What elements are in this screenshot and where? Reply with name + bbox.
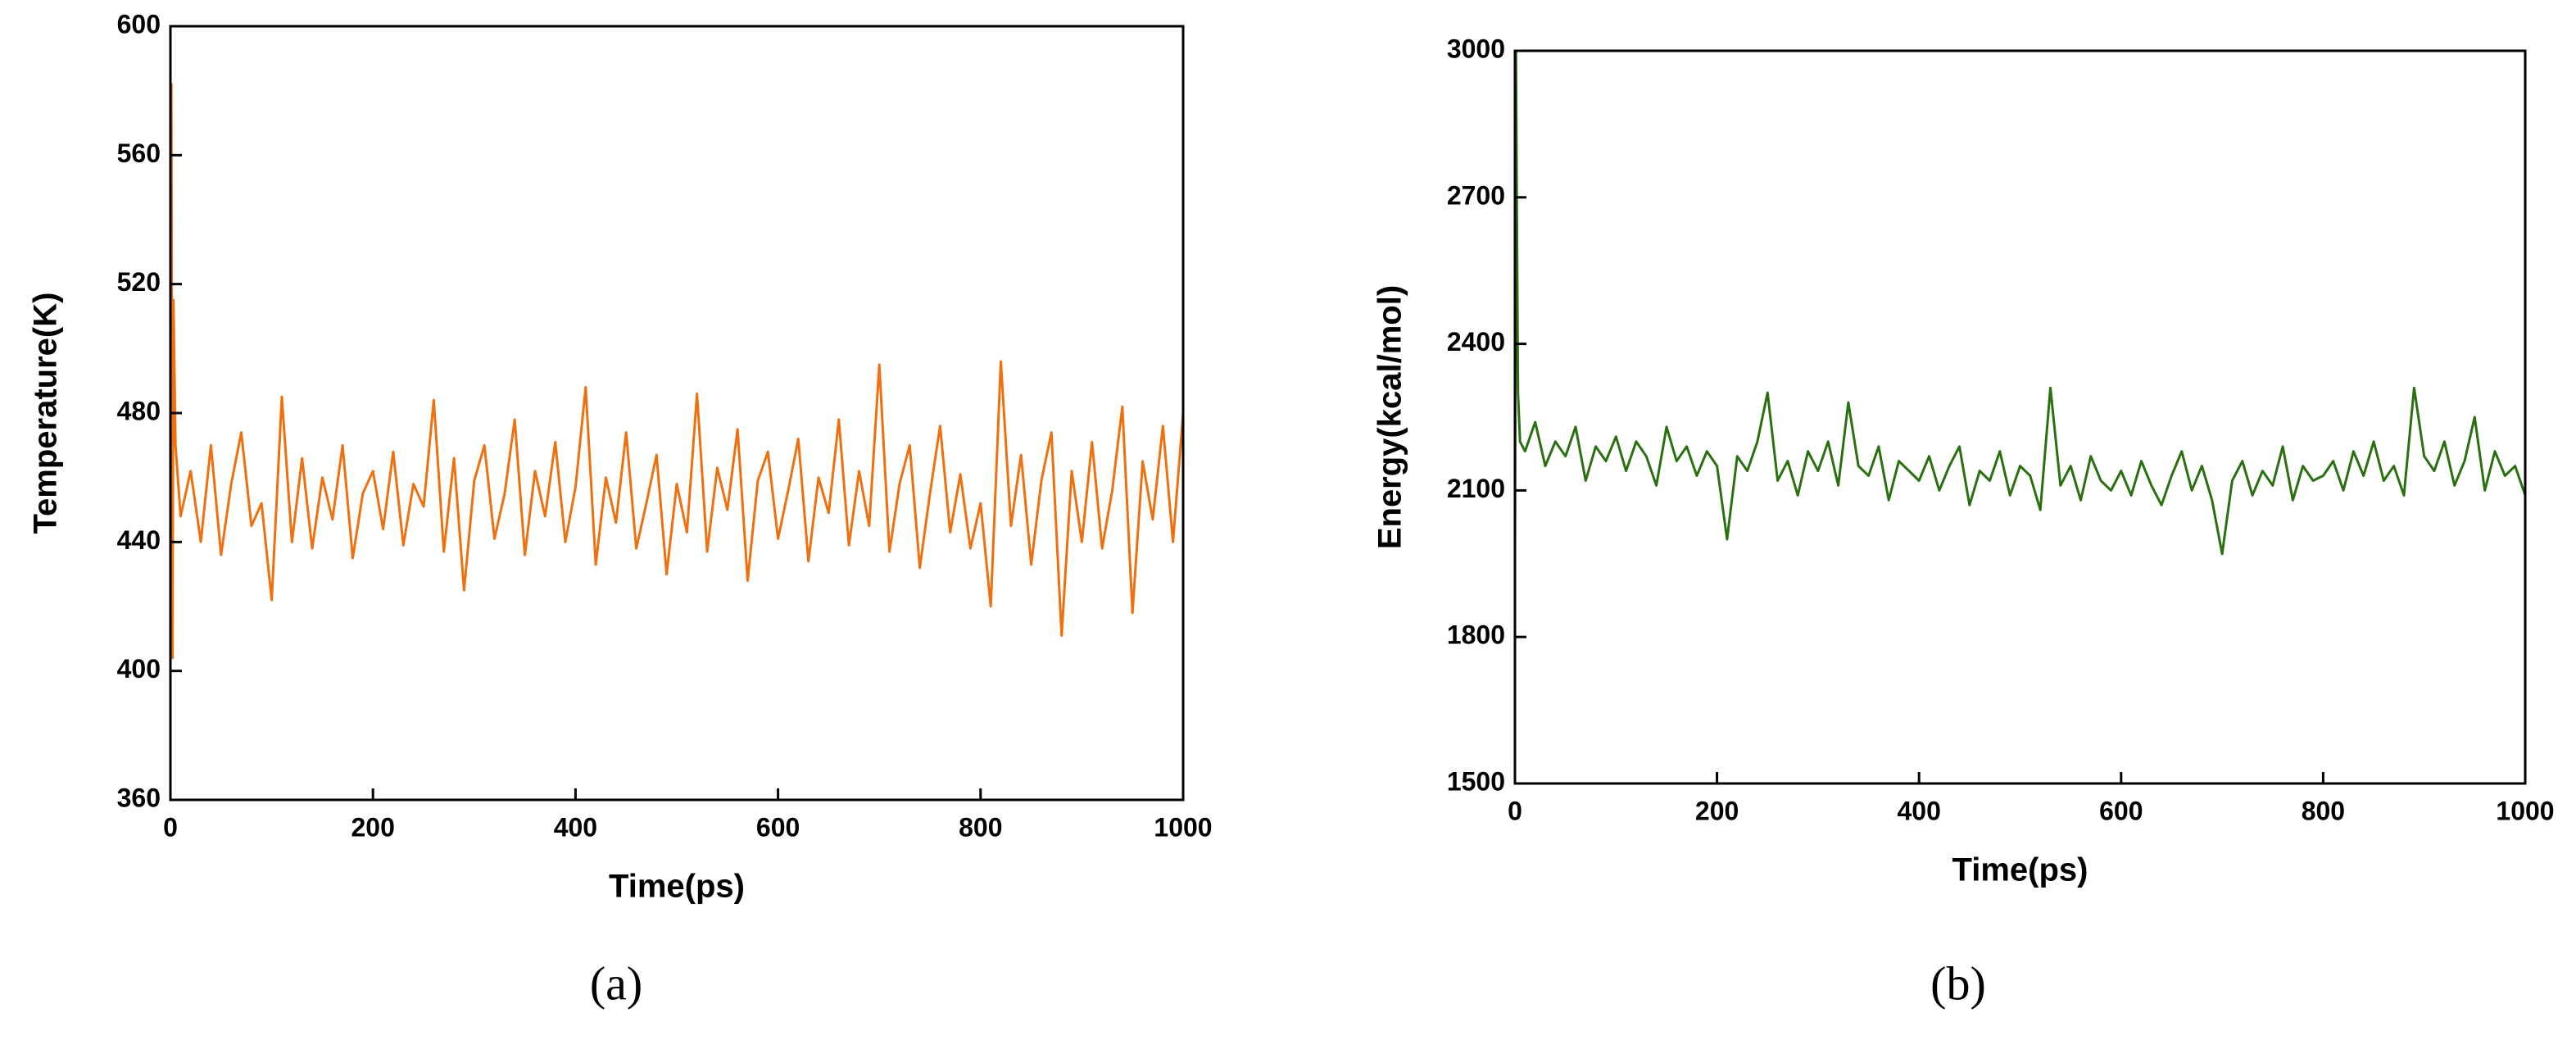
x-tick-label: 0 — [163, 812, 178, 842]
x-tick-label: 600 — [2099, 796, 2143, 825]
x-tick-label: 1000 — [2496, 796, 2554, 825]
y-tick-label: 560 — [117, 139, 161, 168]
y-tick-label: 2700 — [1447, 180, 1505, 210]
y-tick-label: 2400 — [1447, 327, 1505, 357]
y-tick-label: 600 — [117, 9, 161, 39]
y-tick-label: 2100 — [1447, 474, 1505, 503]
y-tick-label: 400 — [117, 654, 161, 683]
y-axis-title: Energy(kcal/mol) — [1372, 285, 1408, 549]
x-axis-title: Time(ps) — [609, 869, 745, 905]
x-tick-label: 400 — [1898, 796, 1941, 825]
panel-caption: (a) — [590, 956, 642, 1010]
data-line — [169, 83, 1185, 660]
x-tick-label: 800 — [959, 812, 1002, 842]
y-tick-label: 3000 — [1447, 34, 1505, 63]
y-tick-label: 1800 — [1447, 620, 1505, 650]
x-tick-label: 200 — [1695, 796, 1739, 825]
y-tick-label: 360 — [117, 783, 161, 812]
x-tick-label: 600 — [756, 812, 800, 842]
x-tick-label: 200 — [351, 812, 395, 842]
y-tick-label: 440 — [117, 525, 161, 555]
y-tick-label: 1500 — [1447, 766, 1505, 796]
y-tick-label: 520 — [117, 267, 161, 297]
data-line — [1513, 49, 2527, 556]
x-tick-label: 400 — [554, 812, 597, 842]
y-axis-title: Temperature(K) — [28, 293, 64, 534]
plot-frame — [169, 25, 1185, 802]
plot-frame — [1513, 49, 2527, 785]
x-tick-label: 0 — [1508, 796, 1522, 825]
y-tick-label: 480 — [117, 396, 161, 425]
x-tick-label: 1000 — [1154, 812, 1212, 842]
x-axis-title: Time(ps) — [1952, 852, 2088, 888]
panel-caption: (b) — [1930, 956, 1986, 1010]
x-tick-label: 800 — [2302, 796, 2345, 825]
